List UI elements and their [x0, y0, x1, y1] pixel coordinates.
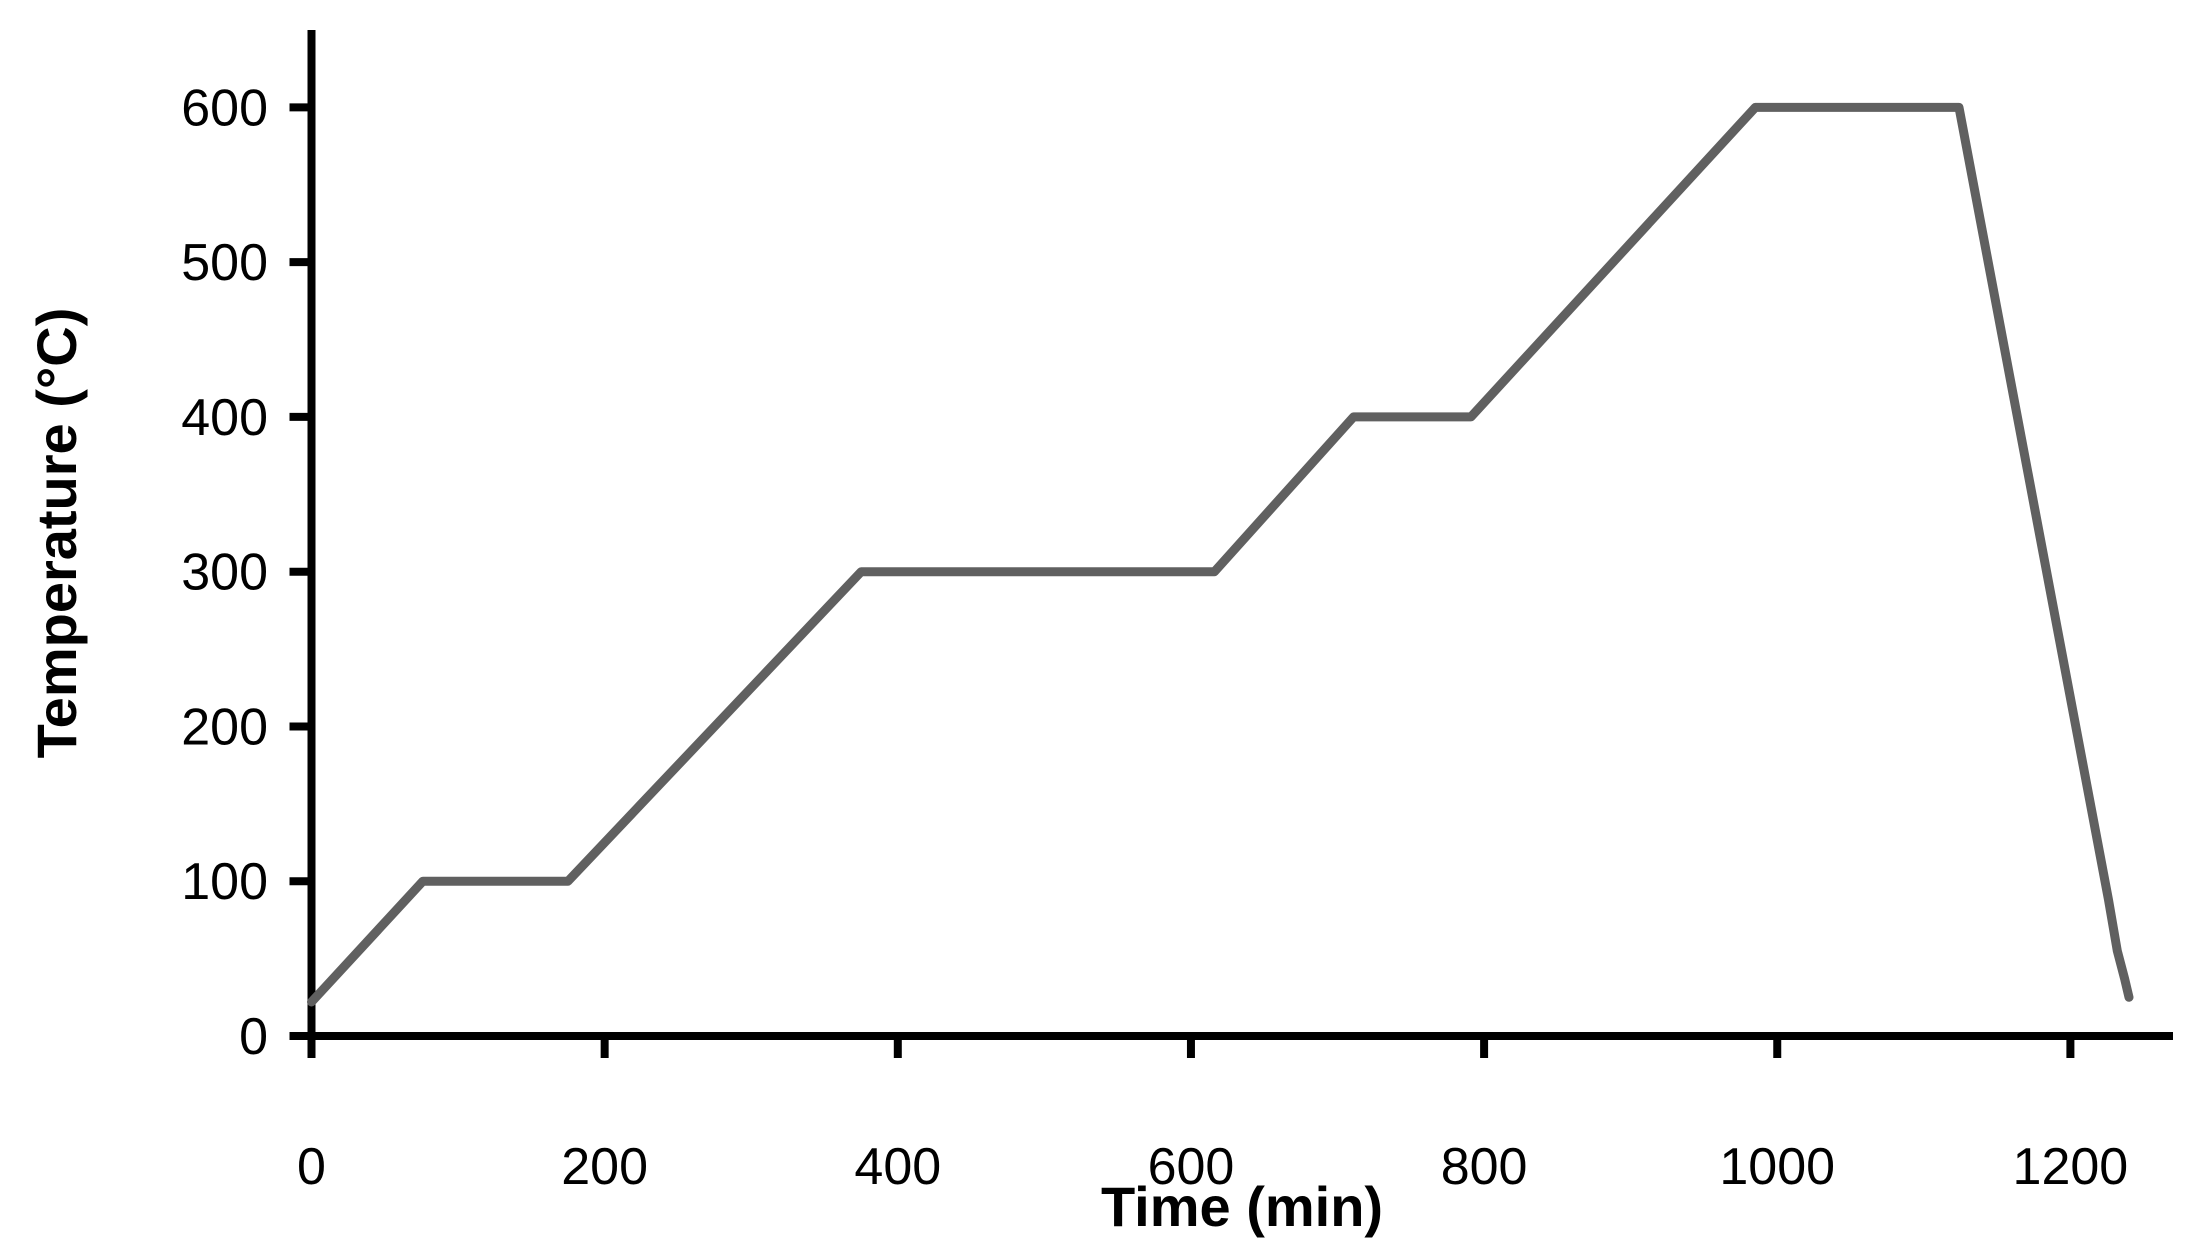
axis-ticks	[289, 103, 2075, 1058]
x-axis-title: Time (min)	[1101, 1175, 1383, 1238]
y-tick-label: 0	[239, 1008, 268, 1066]
y-tick-label: 400	[181, 389, 268, 447]
x-tick-label: 1200	[2013, 1138, 2129, 1196]
y-tick-label: 200	[181, 698, 268, 756]
y-tick-label: 100	[181, 853, 268, 911]
x-tick-label: 0	[297, 1138, 326, 1196]
data-series	[307, 102, 2134, 1007]
x-tick-label: 200	[561, 1138, 648, 1196]
y-tick-label: 500	[181, 234, 268, 292]
x-tick-label: 1000	[1719, 1138, 1835, 1196]
axes	[289, 30, 2173, 1058]
y-tick-label: 600	[181, 79, 268, 137]
x-tick-label: 600	[1148, 1138, 1235, 1196]
y-axis-title: Temperature (°C)	[25, 308, 88, 759]
temperature-profile-line	[307, 102, 2134, 1007]
x-tick-label: 800	[1441, 1138, 1528, 1196]
axis-tick-labels: 0 100 200 300 400 500 600 0 200 400 600 800 1000 1200	[181, 79, 2128, 1196]
x-tick-label: 400	[854, 1138, 941, 1196]
y-tick-label: 300	[181, 544, 268, 602]
